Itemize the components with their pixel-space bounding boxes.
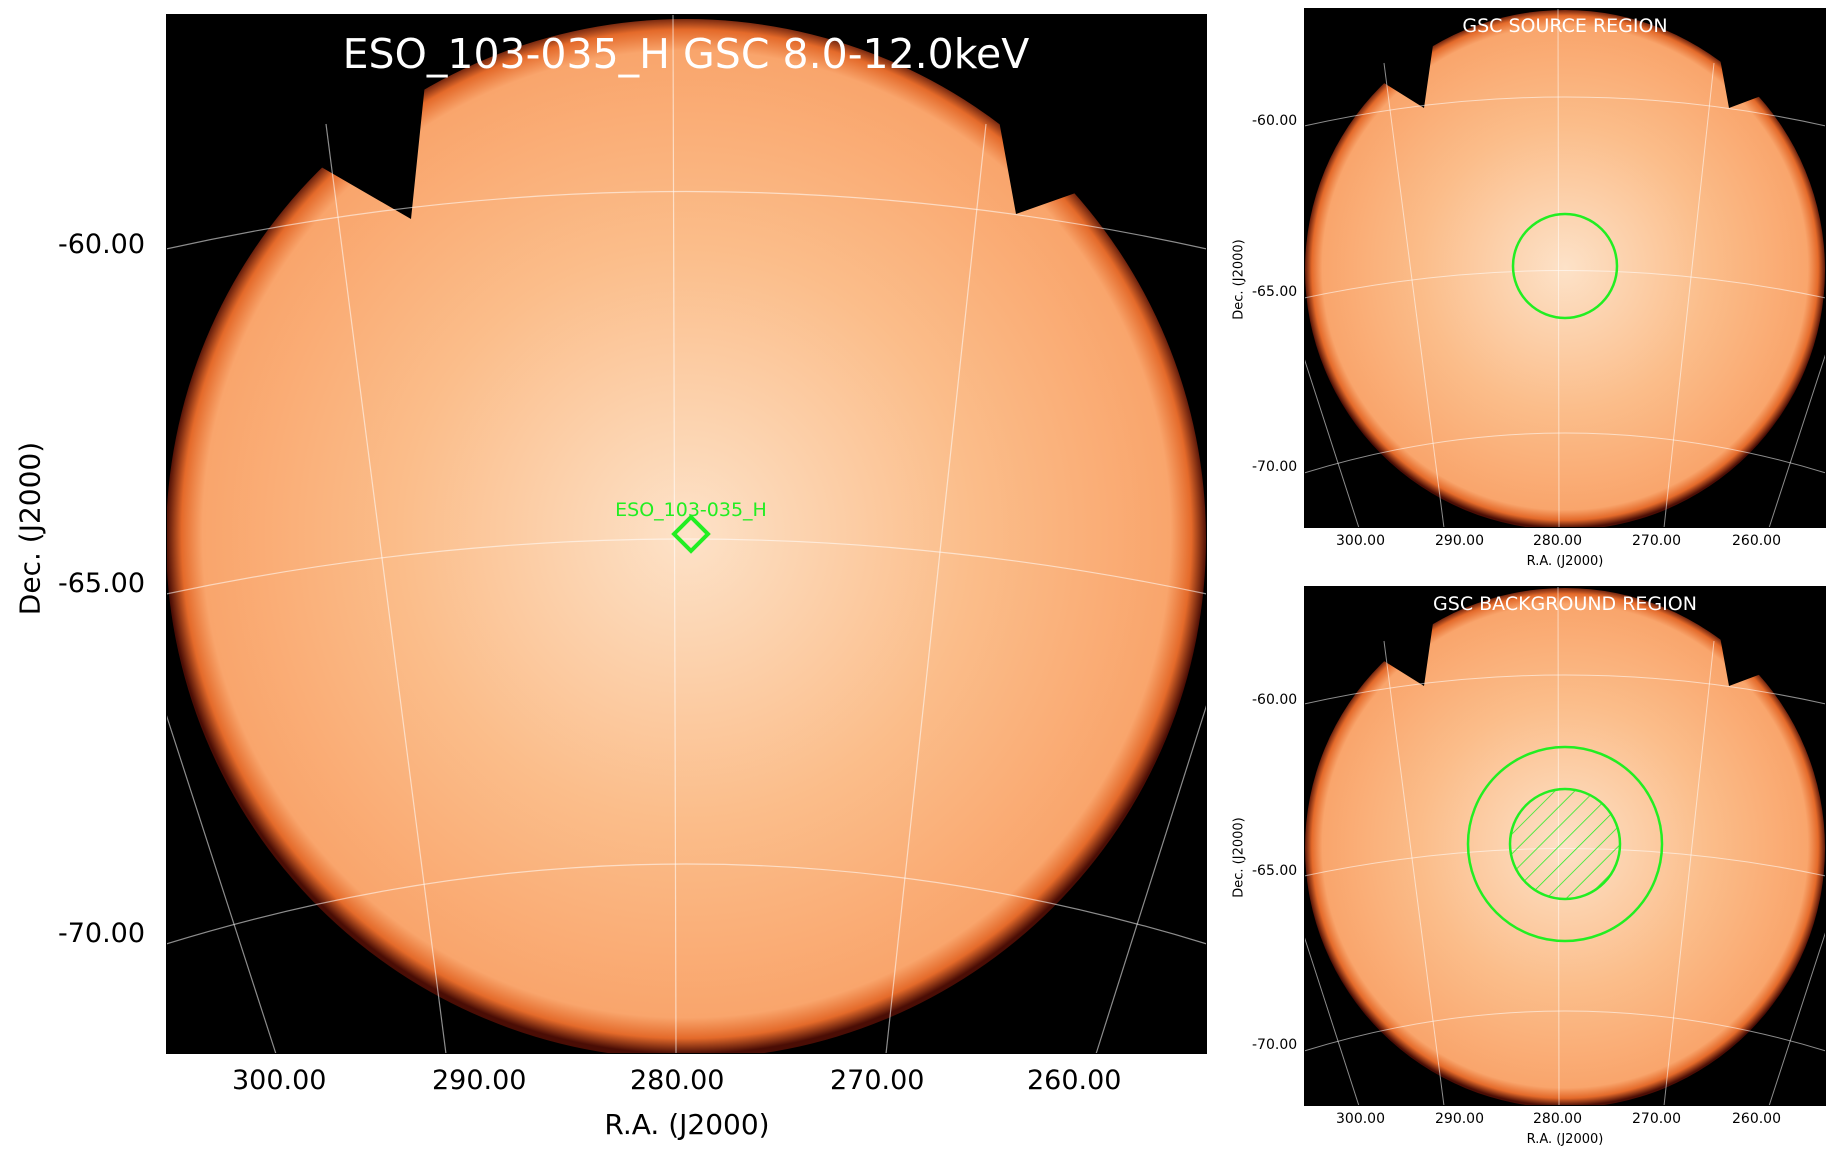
src-xtick-5: 260.00 <box>1732 533 1781 549</box>
main-xtick-1: 300.00 <box>232 1065 327 1096</box>
source-circle-region[interactable] <box>1511 212 1619 320</box>
bkg-xtick-1: 300.00 <box>1336 1111 1385 1127</box>
src-ytick-1: -60.00 <box>1252 113 1298 129</box>
bkg-xlabel: R.A. (J2000) <box>1526 1132 1604 1147</box>
main-xtick-5: 260.00 <box>1027 1065 1122 1096</box>
src-xtick-1: 300.00 <box>1336 533 1385 549</box>
source-label: ESO_103-035_H <box>615 499 767 521</box>
main-sky-image: ESO_103-035_H ESO_103-035_H GSC 8.0-12.0… <box>166 14 1207 1054</box>
bkg-ytick-2: -65.00 <box>1252 863 1298 879</box>
main-xtick-2: 290.00 <box>432 1065 527 1096</box>
main-xtick-3: 280.00 <box>630 1065 725 1096</box>
main-ytick-2: -65.00 <box>58 568 146 599</box>
background-outer-circle[interactable] <box>1466 745 1664 943</box>
detector-field <box>166 19 1206 1054</box>
bkg-xtick-5: 260.00 <box>1732 1111 1781 1127</box>
main-xlabel: R.A. (J2000) <box>604 1108 770 1141</box>
src-ylabel: Dec. (J2000) <box>1231 239 1247 320</box>
source-region-marker[interactable] <box>671 514 711 554</box>
bkg-xtick-4: 270.00 <box>1632 1111 1681 1127</box>
src-xtick-4: 270.00 <box>1632 533 1681 549</box>
main-xtick-4: 270.00 <box>830 1065 925 1096</box>
background-panel-title: GSC BACKGROUND REGION <box>1433 593 1697 615</box>
background-region-panel[interactable]: GSC BACKGROUND REGION <box>1304 586 1826 1106</box>
main-ytick-1: -60.00 <box>58 229 146 260</box>
src-xtick-2: 290.00 <box>1435 533 1484 549</box>
main-title: ESO_103-035_H GSC 8.0-12.0keV <box>343 30 1030 78</box>
bkg-xtick-3: 280.00 <box>1533 1111 1582 1127</box>
bkg-ytick-3: -70.00 <box>1252 1037 1298 1053</box>
main-ylabel: Dec. (J2000) <box>13 441 47 616</box>
bkg-xtick-2: 290.00 <box>1435 1111 1484 1127</box>
src-ytick-3: -70.00 <box>1252 459 1298 475</box>
bkg-ylabel: Dec. (J2000) <box>1231 817 1247 898</box>
src-ytick-2: -65.00 <box>1252 284 1298 300</box>
main-image-panel[interactable]: ESO_103-035_H ESO_103-035_H GSC 8.0-12.0… <box>166 14 1207 1054</box>
src-xlabel: R.A. (J2000) <box>1526 554 1604 569</box>
main-ytick-3: -70.00 <box>58 918 146 949</box>
background-excluded-hatch <box>1510 789 1620 899</box>
source-panel-title: GSC SOURCE REGION <box>1462 15 1667 37</box>
source-sky-image: GSC SOURCE REGION <box>1304 8 1826 528</box>
background-inner-circle[interactable] <box>1508 787 1622 901</box>
bkg-ytick-1: -60.00 <box>1252 692 1298 708</box>
coordinate-grid <box>166 14 1207 1054</box>
source-region-panel[interactable]: GSC SOURCE REGION <box>1304 8 1826 528</box>
background-sky-image: GSC BACKGROUND REGION <box>1304 586 1826 1106</box>
src-xtick-3: 280.00 <box>1533 533 1582 549</box>
